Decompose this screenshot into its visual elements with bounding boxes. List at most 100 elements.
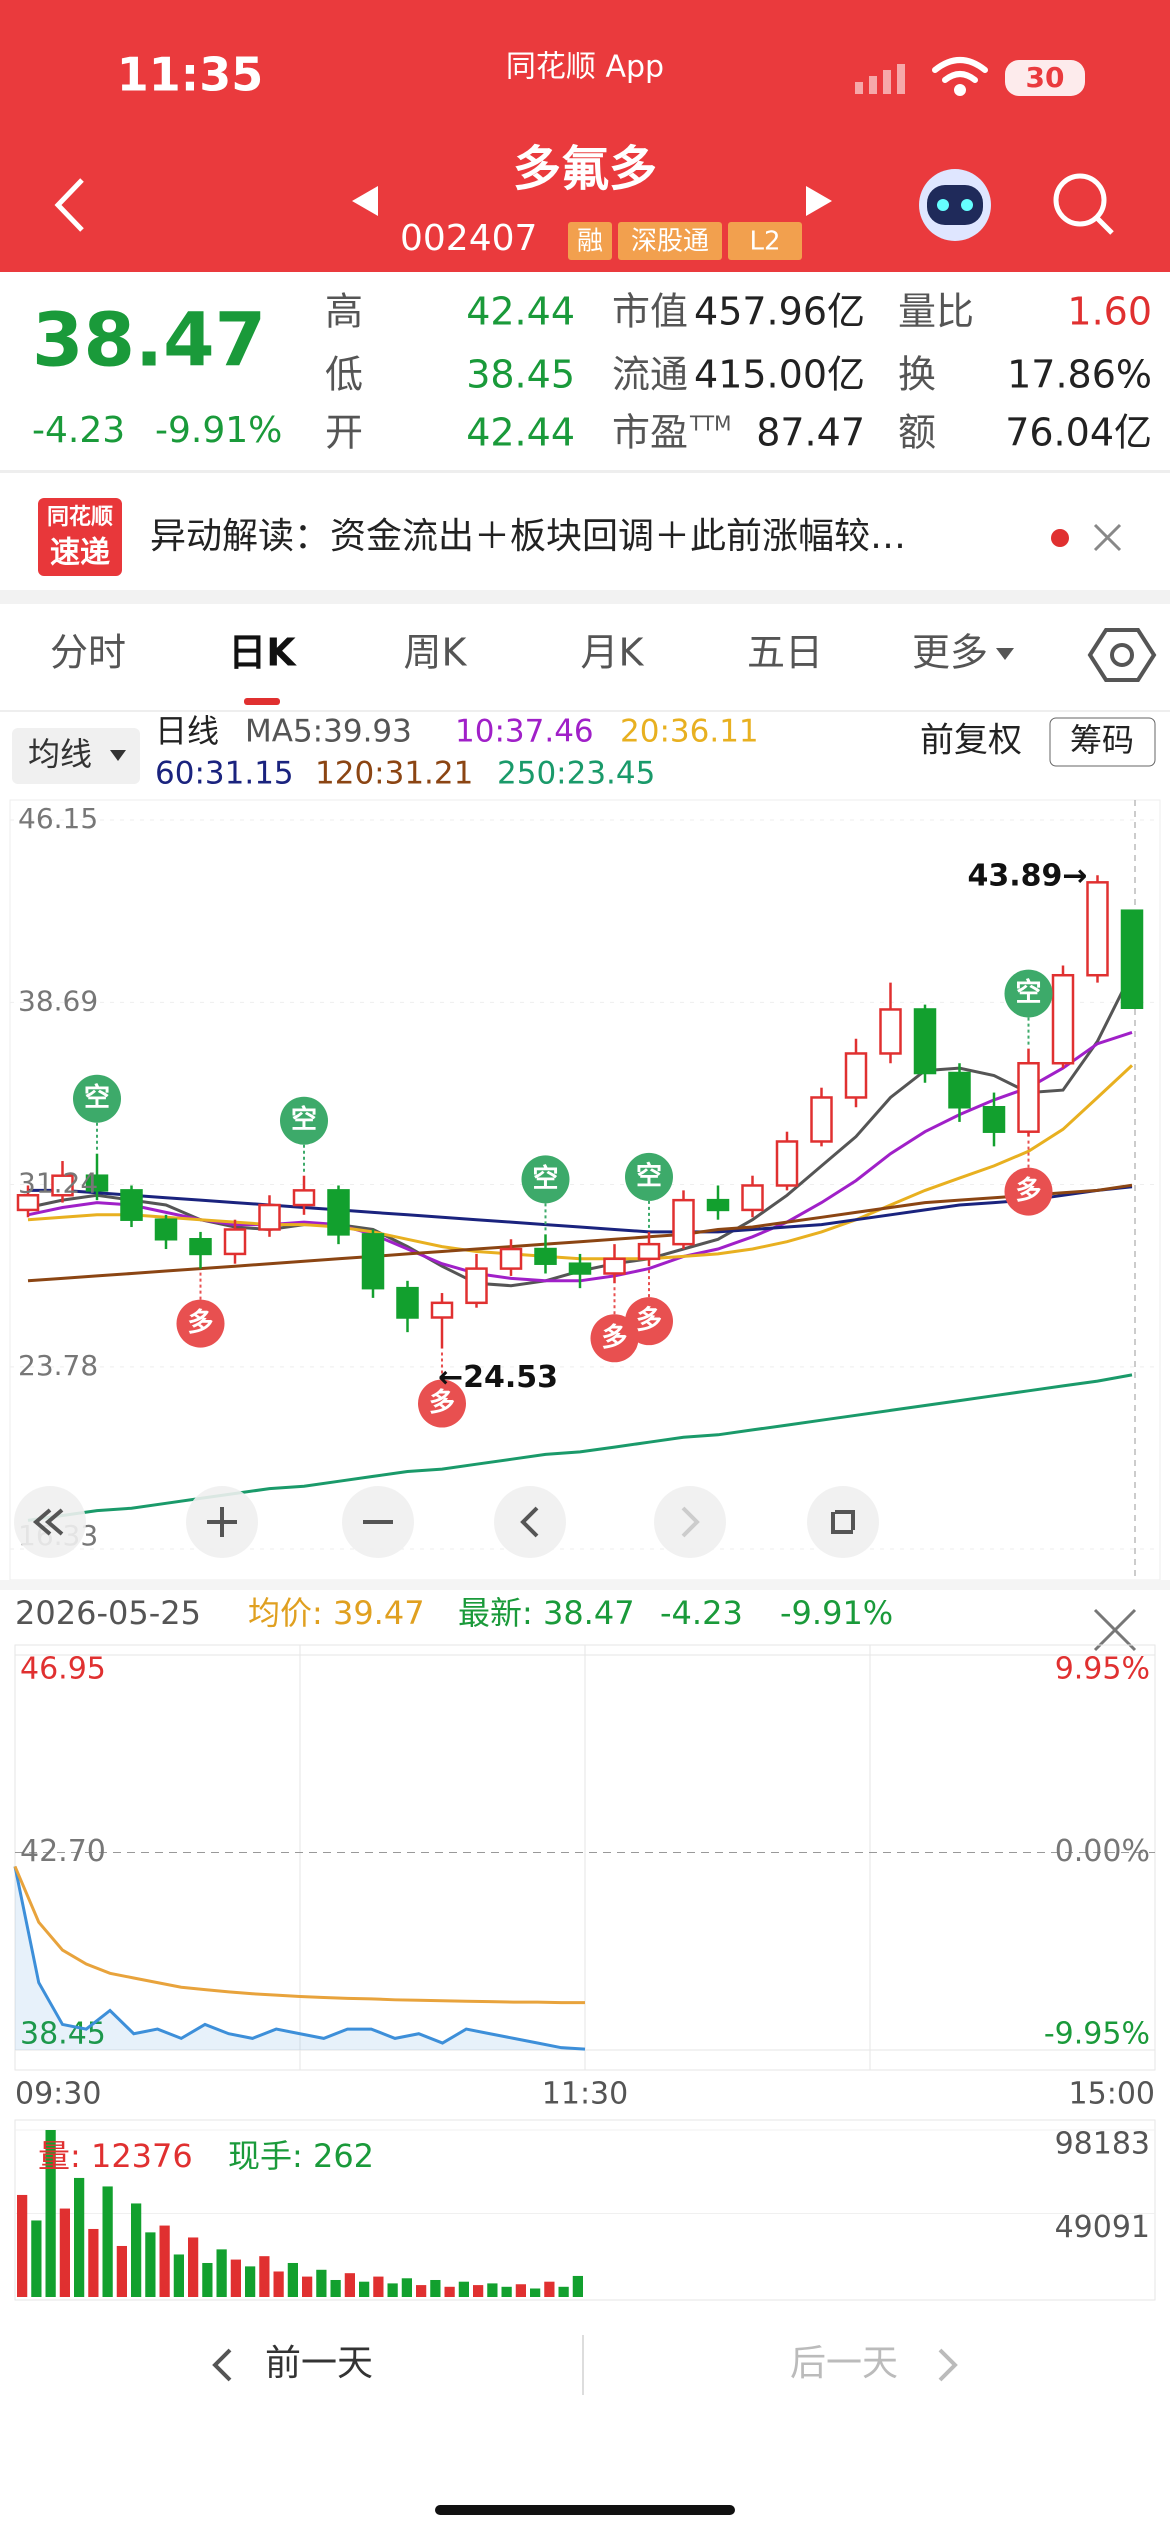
volume-bar — [487, 2283, 498, 2297]
y-tick-label: 49091 — [1055, 2210, 1150, 2245]
news-text[interactable]: 异动解读：资金流出＋板块回调＋此前涨幅较… — [150, 516, 906, 557]
candle-body — [1120, 909, 1144, 1010]
volume-bar — [173, 2254, 184, 2297]
toolbar-button[interactable] — [807, 1486, 879, 1558]
signal-label: 空 — [84, 1082, 110, 1113]
stat-value: 38.45 — [466, 353, 575, 397]
tab[interactable]: 分时 — [50, 631, 126, 675]
prev-stock[interactable] — [352, 186, 378, 216]
x-tick-label: 15:00 — [1069, 2077, 1155, 2112]
latest-price: 最新: 38.47 — [458, 1594, 635, 1632]
volume-bar — [373, 2276, 384, 2297]
tab[interactable]: 五日 — [747, 631, 823, 675]
stat-value: 17.86% — [1007, 353, 1152, 397]
candle-body — [672, 1198, 695, 1246]
volume-bar — [302, 2276, 313, 2297]
volume-bar — [558, 2286, 569, 2297]
kline-frame — [9, 799, 1161, 1581]
news-badge-bg — [38, 498, 122, 576]
volume-bar — [501, 2286, 512, 2297]
signal-label: 多 — [636, 1306, 662, 1336]
y-tick-label: 98183 — [1055, 2127, 1150, 2162]
divider — [0, 1580, 1170, 1590]
volume-bar — [74, 2177, 85, 2297]
app-name: 同花顺 App — [506, 50, 664, 85]
toolbar-button[interactable] — [494, 1486, 566, 1558]
y-tick-label: 31.24 — [18, 1167, 98, 1200]
candle-body — [913, 1008, 937, 1075]
ma-legend: MA5:39.93 — [245, 714, 412, 750]
toolbar-icon — [681, 1506, 700, 1538]
ma-caret — [110, 750, 126, 761]
stat-label: 低 — [325, 353, 363, 397]
robot-icon[interactable] — [919, 169, 991, 241]
tab[interactable]: 日K — [228, 631, 297, 675]
chips-button-bg[interactable] — [1049, 717, 1156, 767]
candle-body — [1017, 1061, 1040, 1133]
stat-label: 开 — [325, 411, 363, 455]
candle-body — [1086, 881, 1109, 977]
volume-bar — [230, 2259, 241, 2297]
next-day[interactable]: 后一天 — [790, 2343, 898, 2384]
toolbar-button[interactable] — [654, 1486, 726, 1558]
candle-body — [51, 1174, 74, 1197]
ma-legend: 120:31.21 — [315, 756, 473, 792]
signal-bubble — [280, 1096, 328, 1145]
stat-value: 42.44 — [466, 411, 575, 455]
y-tick-label: 23.78 — [18, 1349, 98, 1382]
volume-bar — [45, 2130, 56, 2297]
y2-tick-label: -9.95% — [1044, 2017, 1150, 2052]
next-stock[interactable] — [806, 186, 832, 216]
tag-bg — [728, 222, 802, 260]
change-pct: -9.91% — [155, 410, 282, 451]
candle-body — [327, 1189, 350, 1236]
chips[interactable]: 筹码 — [1070, 721, 1134, 759]
tab[interactable]: 周K — [404, 631, 468, 675]
ma-legend: 20:36.11 — [620, 714, 759, 750]
stat-label: 量比 — [898, 290, 974, 334]
prev-day[interactable]: 前一天 — [265, 2343, 373, 2384]
volume-bar — [116, 2245, 127, 2297]
volume-bar — [131, 2203, 142, 2297]
news-close[interactable] — [1093, 523, 1122, 552]
candle-body — [154, 1218, 178, 1241]
signal-label: 多 — [187, 1308, 213, 1338]
tag: 深股通 — [631, 227, 709, 257]
tab[interactable]: 更多 — [912, 631, 988, 675]
signal-bubble — [73, 1074, 121, 1123]
close-button[interactable] — [1093, 1608, 1137, 1652]
stat-value: 1.60 — [1067, 290, 1152, 334]
candle-body — [16, 1194, 40, 1212]
ma-button-bg[interactable] — [12, 728, 140, 784]
back-button[interactable] — [54, 178, 84, 232]
y2-tick-label: 9.95% — [1055, 1652, 1150, 1687]
volume-bar — [31, 2220, 42, 2297]
ma-line — [28, 1185, 1133, 1234]
volume-bar — [515, 2284, 526, 2297]
volume-bar — [102, 2186, 113, 2297]
volume-bar — [287, 2262, 298, 2297]
prev-day-arrow[interactable] — [212, 2348, 232, 2382]
candle-body — [948, 1071, 971, 1109]
stock-name: 多氟多 — [513, 141, 657, 197]
adjust[interactable]: 前复权 — [920, 721, 1022, 761]
search-icon[interactable] — [1053, 173, 1114, 235]
next-day-arrow[interactable] — [938, 2348, 958, 2382]
stat-value: 42.44 — [466, 290, 575, 334]
tag-bg — [568, 222, 612, 260]
news-badge-top: 同花顺 — [47, 504, 113, 530]
stat-label: 高 — [325, 290, 363, 334]
volume-bar — [59, 2208, 70, 2297]
ma-line — [27, 1373, 1133, 1522]
toolbar-icon — [520, 1506, 539, 1538]
signal-bubble — [625, 1152, 673, 1201]
volume-bar — [473, 2285, 484, 2297]
settings-icon[interactable] — [1087, 628, 1157, 682]
tab[interactable]: 月K — [581, 631, 645, 675]
price: 38.47 — [32, 298, 266, 384]
volume-bar — [159, 2225, 170, 2297]
ma-button[interactable]: 均线 — [28, 735, 92, 773]
candle-body — [499, 1247, 523, 1270]
